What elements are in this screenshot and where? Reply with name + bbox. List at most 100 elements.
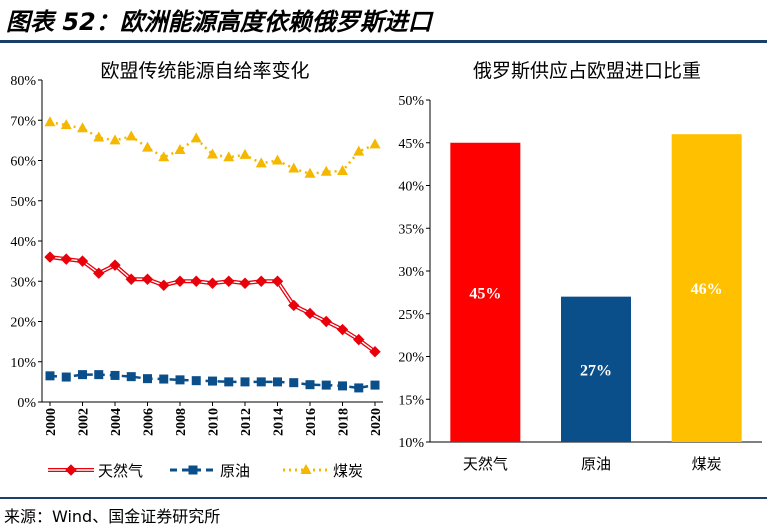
series-point bbox=[141, 273, 154, 285]
series-point bbox=[76, 255, 89, 267]
series-point bbox=[143, 374, 152, 384]
series-point bbox=[206, 277, 219, 289]
series-point bbox=[353, 145, 365, 156]
bar-原油 bbox=[561, 296, 631, 442]
line-y-tick-label: 70% bbox=[10, 114, 36, 129]
line-y-tick-label: 40% bbox=[10, 235, 36, 250]
bar-chart-axes: 10% 15% 20% 25% 30% 35% 40% 45% 50% bbox=[398, 94, 762, 451]
line-x-tick-label: 2012 bbox=[239, 408, 254, 436]
series-point bbox=[109, 134, 121, 145]
series-point bbox=[60, 253, 72, 265]
legend-marker bbox=[300, 464, 312, 474]
legend-marker bbox=[65, 464, 77, 476]
series-point bbox=[190, 132, 202, 143]
line-y-tick-label: 50% bbox=[10, 195, 36, 210]
bar-category-label: 天然气 bbox=[463, 455, 508, 473]
bar-y-tick-label: 30% bbox=[398, 265, 424, 280]
series-point bbox=[320, 315, 332, 328]
series-point bbox=[158, 279, 170, 291]
bar-y-tick-label: 15% bbox=[398, 393, 424, 408]
series-point bbox=[126, 372, 136, 382]
series-point bbox=[255, 275, 267, 287]
line-x-tick-label: 2000 bbox=[44, 408, 59, 436]
series-point bbox=[191, 376, 201, 386]
line-x-tick-label: 2020 bbox=[369, 408, 384, 436]
series-煤炭 bbox=[44, 116, 381, 178]
bar-chart-bars: 45% 天然气 27% 原油 46% 煤炭 bbox=[450, 134, 742, 473]
line-x-tick-label: 2016 bbox=[304, 408, 319, 436]
series-point bbox=[369, 138, 381, 149]
legend-marker bbox=[188, 465, 198, 475]
bar-y-tick-label: 20% bbox=[398, 351, 424, 366]
series-point bbox=[370, 380, 380, 390]
line-y-tick-label: 30% bbox=[10, 275, 36, 290]
series-point bbox=[61, 372, 71, 382]
series-point bbox=[354, 383, 364, 393]
line-chart-series bbox=[44, 116, 381, 393]
series-point bbox=[289, 378, 299, 388]
bar-y-tick-label: 40% bbox=[398, 180, 424, 195]
bar-煤炭 bbox=[671, 134, 742, 442]
series-point bbox=[60, 119, 72, 130]
series-point bbox=[78, 370, 87, 380]
legend-item-原油: 原油 bbox=[170, 462, 250, 480]
series-point bbox=[207, 148, 218, 159]
series-point bbox=[44, 251, 56, 263]
line-x-tick-label: 2014 bbox=[272, 408, 287, 436]
series-point bbox=[190, 275, 202, 287]
series-point bbox=[305, 380, 315, 390]
line-x-tick-label: 2008 bbox=[174, 408, 189, 436]
series-point bbox=[272, 154, 283, 165]
bar-y-tick-label: 50% bbox=[398, 94, 424, 109]
series-point bbox=[159, 374, 169, 384]
bar-data-label: 46% bbox=[691, 281, 723, 298]
series-point bbox=[288, 162, 300, 173]
series-point bbox=[256, 377, 266, 387]
legend-item-天然气: 天然气 bbox=[48, 462, 143, 480]
series-原油 bbox=[45, 370, 380, 393]
series-point bbox=[336, 323, 349, 336]
series-point bbox=[158, 151, 170, 162]
series-point bbox=[273, 377, 282, 387]
title-rule bbox=[0, 40, 767, 43]
series-point bbox=[240, 377, 250, 387]
line-chart-axes: 0% 10% 20% 30% 40% 50% 60% 70% 80% 2000 2002 2004 20… bbox=[10, 74, 384, 436]
series-point bbox=[320, 165, 332, 176]
legend-label: 原油 bbox=[220, 462, 250, 480]
legend-label: 天然气 bbox=[98, 462, 143, 480]
line-x-tick-label: 2018 bbox=[337, 408, 352, 436]
series-point bbox=[288, 299, 300, 312]
series-point bbox=[239, 277, 251, 289]
series-point bbox=[353, 333, 365, 346]
bar-data-label: 45% bbox=[469, 285, 501, 302]
line-y-tick-label: 10% bbox=[10, 356, 36, 371]
series-point bbox=[239, 148, 251, 159]
series-point bbox=[77, 122, 88, 133]
series-point bbox=[110, 370, 120, 380]
legend-item-煤炭: 煤炭 bbox=[283, 462, 363, 480]
bar-chart-title: 俄罗斯供应占欧盟进口比重 bbox=[473, 60, 701, 82]
series-point bbox=[174, 275, 186, 287]
line-x-tick-label: 2004 bbox=[109, 408, 124, 436]
bar-y-tick-label: 45% bbox=[398, 137, 424, 152]
line-y-tick-label: 60% bbox=[10, 155, 36, 170]
bar-category-label: 原油 bbox=[581, 455, 611, 473]
series-point bbox=[109, 259, 121, 271]
series-point bbox=[142, 141, 153, 152]
bar-y-tick-label: 35% bbox=[398, 222, 424, 237]
bar-category-label: 煤炭 bbox=[692, 455, 722, 473]
series-point bbox=[45, 371, 55, 381]
series-point bbox=[93, 267, 105, 279]
source-rule bbox=[0, 497, 767, 499]
series-point bbox=[271, 275, 284, 287]
bar-y-tick-label: 10% bbox=[398, 436, 424, 451]
series-point bbox=[321, 380, 331, 390]
series-point bbox=[224, 377, 234, 387]
series-point bbox=[223, 275, 235, 287]
series-point bbox=[255, 157, 267, 168]
bar-天然气 bbox=[450, 142, 521, 442]
line-y-tick-label: 20% bbox=[10, 316, 36, 331]
bar-data-label: 27% bbox=[580, 362, 612, 379]
line-x-tick-label: 2010 bbox=[207, 408, 222, 436]
